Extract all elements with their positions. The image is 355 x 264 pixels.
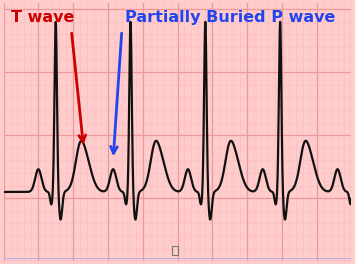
Text: T wave: T wave [11,10,74,25]
Bar [172,246,178,255]
Text: Partially Buried P wave: Partially Buried P wave [125,10,336,25]
